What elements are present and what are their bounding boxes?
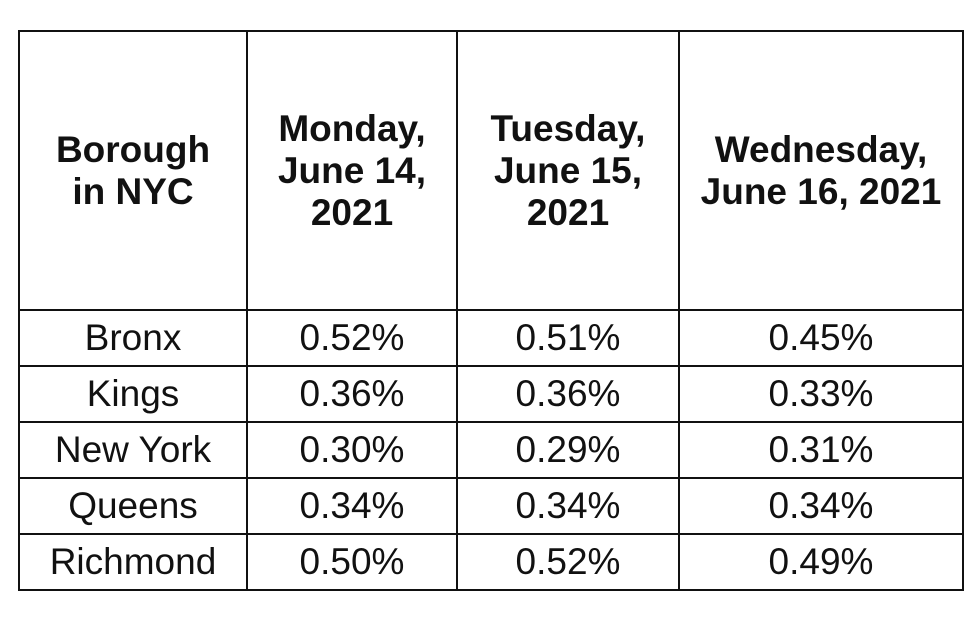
value-cell: 0.34%: [246, 477, 458, 535]
value-cell: 0.49%: [678, 533, 964, 591]
table-row: Richmond 0.50% 0.52% 0.49%: [18, 533, 964, 591]
borough-cell: Richmond: [18, 533, 248, 591]
value-cell: 0.51%: [456, 309, 680, 367]
header-cell: Borough in NYC: [18, 30, 248, 311]
header-line: 2021: [310, 191, 394, 233]
value-cell: 0.29%: [456, 421, 680, 479]
header-row: Borough in NYC Monday, June 14, 2021 Tuesday,…: [18, 30, 964, 311]
value-cell: 0.50%: [246, 533, 458, 591]
value-cell: 0.34%: [456, 477, 680, 535]
borough-cell: Queens: [18, 477, 248, 535]
table-body: Bronx 0.52% 0.51% 0.45% Kings 0.36% 0.36% 0.33%…: [18, 309, 964, 591]
table-row: Queens 0.34% 0.34% 0.34%: [18, 477, 964, 535]
data-table: Borough in NYC Monday, June 14, 2021 Tuesday,…: [18, 30, 964, 591]
header-line: June 15,: [493, 149, 643, 191]
value-cell: 0.34%: [678, 477, 964, 535]
table-row: Kings 0.36% 0.36% 0.33%: [18, 365, 964, 423]
borough-cell: Bronx: [18, 309, 248, 367]
value-cell: 0.52%: [456, 533, 680, 591]
table-row: Bronx 0.52% 0.51% 0.45%: [18, 309, 964, 367]
header-cell: Tuesday, June 15, 2021: [456, 30, 680, 311]
header-cell: Wednesday, June 16, 2021: [678, 30, 964, 311]
header-line: Borough: [55, 128, 211, 170]
value-cell: 0.30%: [246, 421, 458, 479]
value-cell: 0.33%: [678, 365, 964, 423]
header-line: June 16, 2021: [700, 170, 942, 212]
header-line: in NYC: [72, 170, 194, 212]
header-cell: Monday, June 14, 2021: [246, 30, 458, 311]
value-cell: 0.45%: [678, 309, 964, 367]
value-cell: 0.31%: [678, 421, 964, 479]
header-line: June 14,: [277, 149, 427, 191]
header-line: 2021: [526, 191, 610, 233]
borough-cell: New York: [18, 421, 248, 479]
header-line: Monday,: [278, 107, 426, 149]
value-cell: 0.52%: [246, 309, 458, 367]
table-header: Borough in NYC Monday, June 14, 2021 Tuesday,…: [18, 30, 964, 311]
table-row: New York 0.30% 0.29% 0.31%: [18, 421, 964, 479]
header-line: Wednesday,: [714, 128, 928, 170]
header-line: Tuesday,: [490, 107, 646, 149]
value-cell: 0.36%: [456, 365, 680, 423]
borough-cell: Kings: [18, 365, 248, 423]
value-cell: 0.36%: [246, 365, 458, 423]
